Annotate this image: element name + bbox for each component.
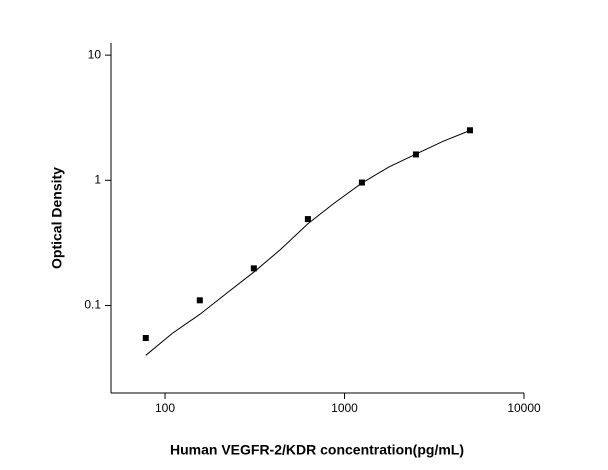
- x-tick-label: 1000: [331, 401, 358, 415]
- y-tick-label: 0.1: [84, 298, 101, 312]
- data-point: [196, 297, 203, 304]
- data-point: [250, 265, 257, 272]
- fit-curve: [145, 130, 471, 356]
- data-point: [466, 127, 473, 134]
- x-tick-label: 100: [155, 401, 175, 415]
- data-point: [304, 216, 311, 223]
- y-tick-label: 10: [88, 47, 102, 61]
- data-point: [142, 335, 149, 342]
- x-tick-label: 10000: [507, 401, 541, 415]
- y-axis-title: Optical Density: [49, 167, 65, 269]
- y-tick-label: 1: [94, 172, 101, 186]
- x-axis-title: Human VEGFR-2/KDR concentration(pg/mL): [170, 442, 464, 458]
